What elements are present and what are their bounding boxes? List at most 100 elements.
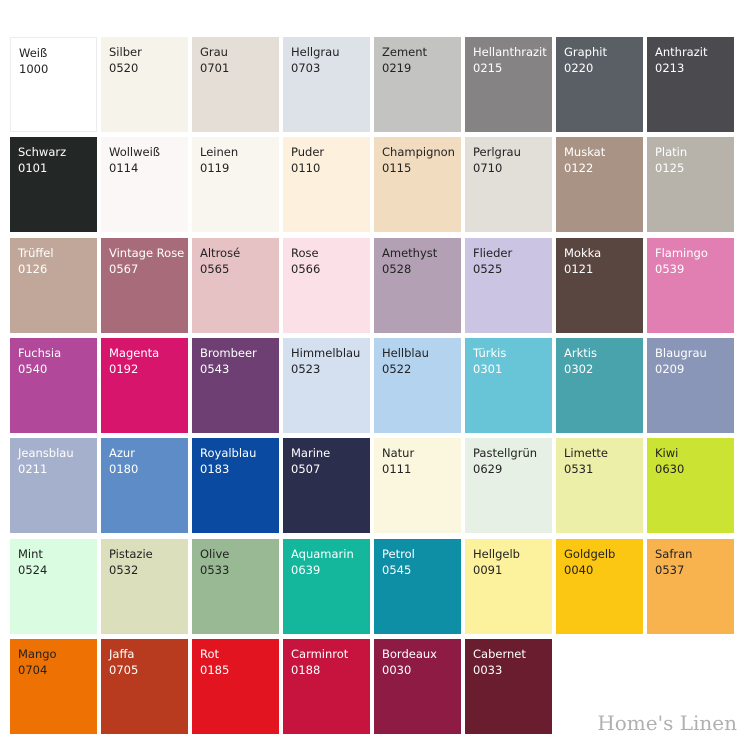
swatch-name: Hellgelb <box>473 547 520 561</box>
swatch-name: Muskat <box>564 145 606 159</box>
swatch-name: Brombeer <box>200 346 257 360</box>
swatch-code: 0126 <box>18 262 48 276</box>
color-swatch: Weiß 1000 <box>10 37 97 132</box>
swatch-code: 0523 <box>291 362 321 376</box>
swatch-code: 0525 <box>473 262 503 276</box>
color-swatch: Jeansblau 0211 <box>10 438 97 533</box>
swatch-code: 0703 <box>291 61 321 75</box>
color-swatch: Himmelblau 0523 <box>283 338 370 433</box>
swatch-code: 0537 <box>655 563 685 577</box>
swatch-name: Schwarz <box>18 145 67 159</box>
color-swatch: Champignon 0115 <box>374 137 461 232</box>
swatch-name: Mint <box>18 547 43 561</box>
swatch-code: 0180 <box>109 462 139 476</box>
swatch-name: Champignon <box>382 145 455 159</box>
swatch-code: 0543 <box>200 362 230 376</box>
swatch-name: Wollweiß <box>109 145 161 159</box>
swatch-name: Anthrazit <box>655 45 708 59</box>
swatch-code: 0122 <box>564 161 594 175</box>
swatch-name: Amethyst <box>382 246 438 260</box>
swatch-name: Limette <box>564 446 608 460</box>
swatch-name: Himmelblau <box>291 346 361 360</box>
swatch-code: 0524 <box>18 563 48 577</box>
swatch-code: 0220 <box>564 61 594 75</box>
swatch-code: 0215 <box>473 61 503 75</box>
swatch-code: 0545 <box>382 563 412 577</box>
swatch-code: 0520 <box>109 61 139 75</box>
color-swatch: Wollweiß 0114 <box>101 137 188 232</box>
color-swatch: Schwarz 0101 <box>10 137 97 232</box>
swatch-name: Goldgelb <box>564 547 616 561</box>
color-swatch: Mango 0704 <box>10 639 97 734</box>
swatch-code: 0528 <box>382 262 412 276</box>
color-swatch: Goldgelb 0040 <box>556 539 643 634</box>
color-swatch: Olive 0533 <box>192 539 279 634</box>
color-swatch: Amethyst 0528 <box>374 238 461 333</box>
swatch-name: Hellblau <box>382 346 429 360</box>
swatch-name: Blaugrau <box>655 346 707 360</box>
swatch-code: 0629 <box>473 462 503 476</box>
color-swatch: Mokka 0121 <box>556 238 643 333</box>
swatch-code: 1000 <box>19 62 49 76</box>
color-swatch: Silber 0520 <box>101 37 188 132</box>
swatch-name: Trüffel <box>18 246 54 260</box>
swatch-code: 0188 <box>291 663 321 677</box>
color-swatch: Graphit 0220 <box>556 37 643 132</box>
swatch-name: Jaffa <box>109 647 135 661</box>
swatch-name: Petrol <box>382 547 415 561</box>
swatch-name: Royalblau <box>200 446 257 460</box>
swatch-name: Zement <box>382 45 428 59</box>
swatch-code: 0630 <box>655 462 685 476</box>
swatch-name: Flamingo <box>655 246 708 260</box>
color-swatch: Muskat 0122 <box>556 137 643 232</box>
swatch-code: 0125 <box>655 161 685 175</box>
swatch-code: 0533 <box>200 563 230 577</box>
swatch-name: Hellanthrazit <box>473 45 547 59</box>
color-swatch: Magenta 0192 <box>101 338 188 433</box>
color-swatch: Pastellgrün 0629 <box>465 438 552 533</box>
swatch-name: Kiwi <box>655 446 679 460</box>
color-swatch: Grau 0701 <box>192 37 279 132</box>
swatch-code: 0209 <box>655 362 685 376</box>
swatch-code: 0121 <box>564 262 594 276</box>
swatch-name: Flieder <box>473 246 513 260</box>
swatch-code: 0302 <box>564 362 594 376</box>
swatch-name: Puder <box>291 145 325 159</box>
swatch-name: Rot <box>200 647 220 661</box>
swatch-name: Pistazie <box>109 547 153 561</box>
watermark: Home's Linen <box>597 711 737 735</box>
swatch-name: Türkis <box>473 346 507 360</box>
color-swatch: Flieder 0525 <box>465 238 552 333</box>
swatch-code: 0033 <box>473 663 503 677</box>
color-swatch: Petrol 0545 <box>374 539 461 634</box>
swatch-code: 0301 <box>473 362 503 376</box>
swatch-code: 0219 <box>382 61 412 75</box>
color-swatch: Royalblau 0183 <box>192 438 279 533</box>
swatch-code: 0115 <box>382 161 412 175</box>
swatch-name: Altrosé <box>200 246 241 260</box>
color-swatch: Aquamarin 0639 <box>283 539 370 634</box>
color-swatch: Jaffa 0705 <box>101 639 188 734</box>
color-swatch: Puder 0110 <box>283 137 370 232</box>
color-swatch: Natur 0111 <box>374 438 461 533</box>
swatch-code: 0114 <box>109 161 139 175</box>
swatch-code: 0531 <box>564 462 594 476</box>
swatch-code: 0183 <box>200 462 230 476</box>
swatch-code: 0532 <box>109 563 139 577</box>
swatch-code: 0539 <box>655 262 685 276</box>
swatch-name: Carminrot <box>291 647 349 661</box>
color-swatch: Brombeer 0543 <box>192 338 279 433</box>
color-swatch: Carminrot 0188 <box>283 639 370 734</box>
color-swatch: Hellblau 0522 <box>374 338 461 433</box>
color-swatch: Perlgrau 0710 <box>465 137 552 232</box>
swatch-name: Bordeaux <box>382 647 437 661</box>
swatch-name: Mango <box>18 647 57 661</box>
color-swatch: Kiwi 0630 <box>647 438 734 533</box>
swatch-code: 0705 <box>109 663 139 677</box>
color-swatch: Cabernet 0033 <box>465 639 552 734</box>
swatch-name: Azur <box>109 446 135 460</box>
color-swatch: Rose 0566 <box>283 238 370 333</box>
color-swatch: Mint 0524 <box>10 539 97 634</box>
color-swatch: Altrosé 0565 <box>192 238 279 333</box>
